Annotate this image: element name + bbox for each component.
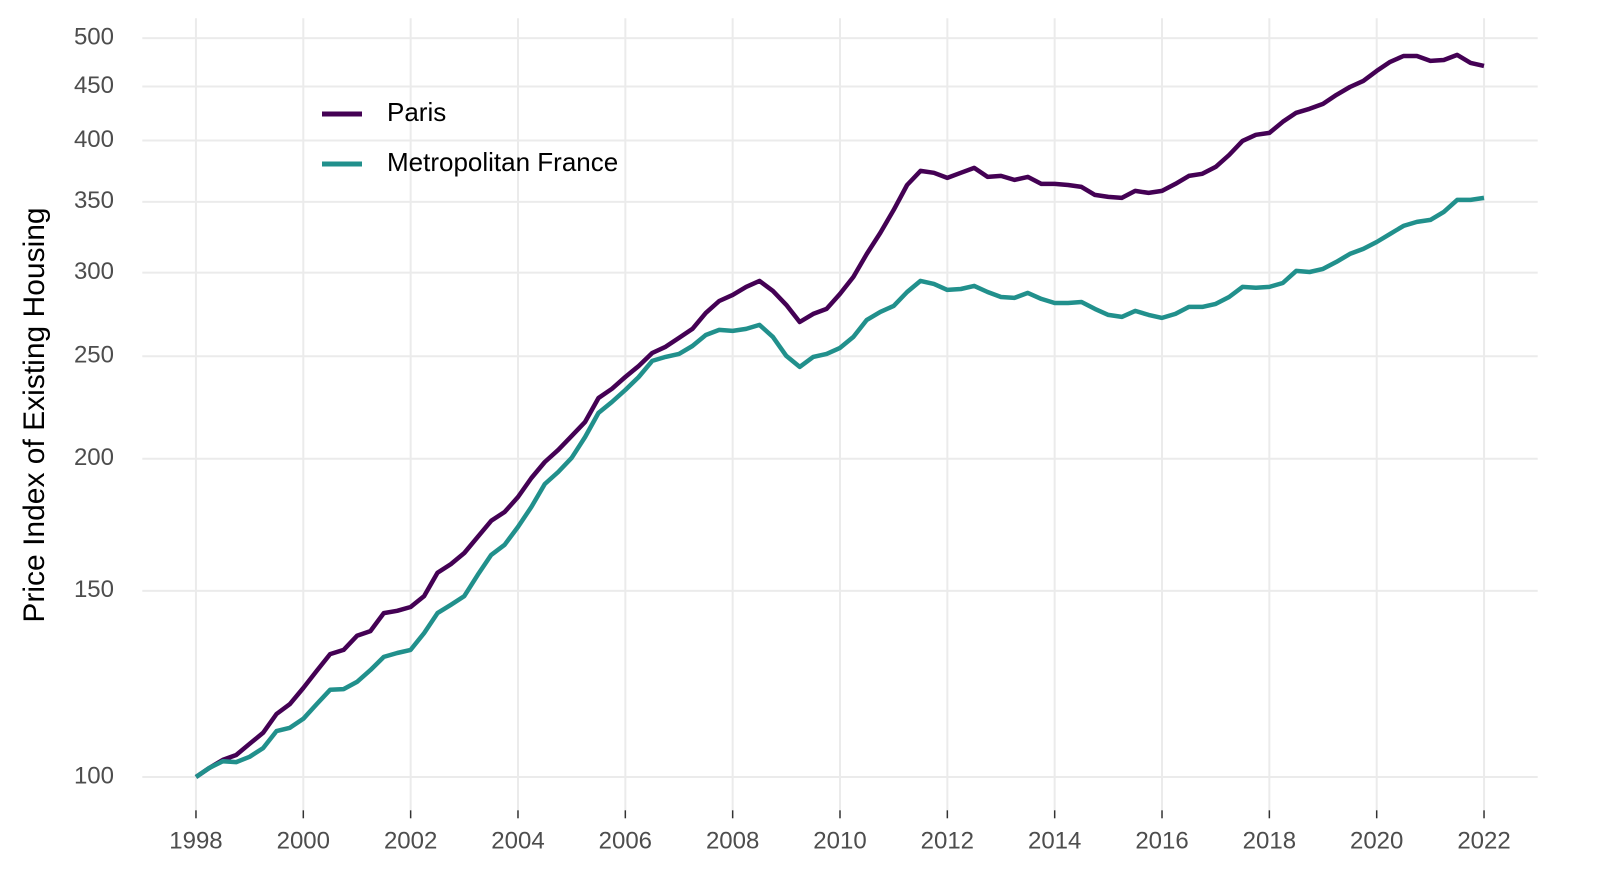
y-tick-label: 500	[74, 23, 114, 50]
series-line	[194, 195, 1485, 779]
y-tick-label: 100	[74, 762, 114, 789]
x-tick-label: 2010	[813, 827, 866, 854]
x-tick-label: 2002	[384, 827, 437, 854]
x-tick-label: 2000	[277, 827, 330, 854]
y-axis-label: Price Index of Existing Housing	[18, 207, 51, 622]
legend-label: Paris	[387, 97, 446, 127]
x-tick-label: 2008	[706, 827, 759, 854]
x-tick-label: 2018	[1243, 827, 1296, 854]
y-tick-label: 250	[74, 342, 114, 369]
y-tick-label: 450	[74, 72, 114, 99]
x-tick-label: 2020	[1350, 827, 1403, 854]
y-tick-label: 200	[74, 444, 114, 471]
y-tick-label: 350	[74, 187, 114, 214]
x-tick-label: 2012	[921, 827, 974, 854]
x-tick-label: 2004	[491, 827, 544, 854]
legend-label: Metropolitan France	[387, 147, 618, 177]
y-tick-label: 300	[74, 258, 114, 285]
x-tick-label: 1998	[169, 827, 222, 854]
x-tick-label: 2006	[599, 827, 652, 854]
x-tick-label: 2016	[1135, 827, 1188, 854]
x-tick-label: 2014	[1028, 827, 1081, 854]
y-tick-label: 400	[74, 126, 114, 153]
y-tick-label: 150	[74, 576, 114, 603]
x-tick-label: 2022	[1457, 827, 1510, 854]
series-line	[194, 52, 1485, 779]
